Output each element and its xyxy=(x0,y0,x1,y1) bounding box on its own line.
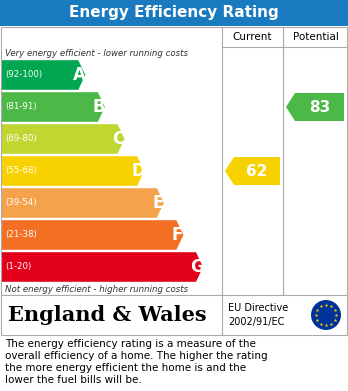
Text: C: C xyxy=(112,130,125,148)
Text: (81-91): (81-91) xyxy=(5,102,37,111)
Text: lower the fuel bills will be.: lower the fuel bills will be. xyxy=(5,375,142,385)
Text: The energy efficiency rating is a measure of the: The energy efficiency rating is a measur… xyxy=(5,339,256,349)
Polygon shape xyxy=(2,156,144,186)
Text: F: F xyxy=(172,226,183,244)
Text: England & Wales: England & Wales xyxy=(8,305,207,325)
Text: (39-54): (39-54) xyxy=(5,199,37,208)
Text: the more energy efficient the home is and the: the more energy efficient the home is an… xyxy=(5,363,246,373)
Text: EU Directive: EU Directive xyxy=(228,303,288,313)
Text: Not energy efficient - higher running costs: Not energy efficient - higher running co… xyxy=(5,285,188,294)
Polygon shape xyxy=(2,124,125,154)
Text: overall efficiency of a home. The higher the rating: overall efficiency of a home. The higher… xyxy=(5,351,268,361)
Bar xyxy=(0,0,348,26)
Bar xyxy=(1,27,347,295)
Text: G: G xyxy=(190,258,204,276)
Polygon shape xyxy=(2,220,183,250)
Text: (1-20): (1-20) xyxy=(5,262,31,271)
Polygon shape xyxy=(2,188,164,218)
Text: Potential: Potential xyxy=(293,32,339,42)
Polygon shape xyxy=(286,93,344,121)
Text: (55-68): (55-68) xyxy=(5,167,37,176)
Bar xyxy=(1,295,347,335)
Polygon shape xyxy=(225,157,280,185)
Text: (21-38): (21-38) xyxy=(5,231,37,240)
Text: D: D xyxy=(131,162,145,180)
Polygon shape xyxy=(2,252,203,282)
Text: A: A xyxy=(73,66,86,84)
Polygon shape xyxy=(2,60,85,90)
Circle shape xyxy=(311,300,341,330)
Text: B: B xyxy=(93,98,105,116)
Text: E: E xyxy=(152,194,164,212)
Text: Current: Current xyxy=(233,32,272,42)
Text: 83: 83 xyxy=(309,99,330,115)
Text: (69-80): (69-80) xyxy=(5,135,37,143)
Polygon shape xyxy=(2,92,105,122)
Text: Energy Efficiency Rating: Energy Efficiency Rating xyxy=(69,5,279,20)
Text: (92-100): (92-100) xyxy=(5,70,42,79)
Text: 2002/91/EC: 2002/91/EC xyxy=(228,317,284,327)
Text: 62: 62 xyxy=(246,163,268,179)
Text: Very energy efficient - lower running costs: Very energy efficient - lower running co… xyxy=(5,48,188,57)
